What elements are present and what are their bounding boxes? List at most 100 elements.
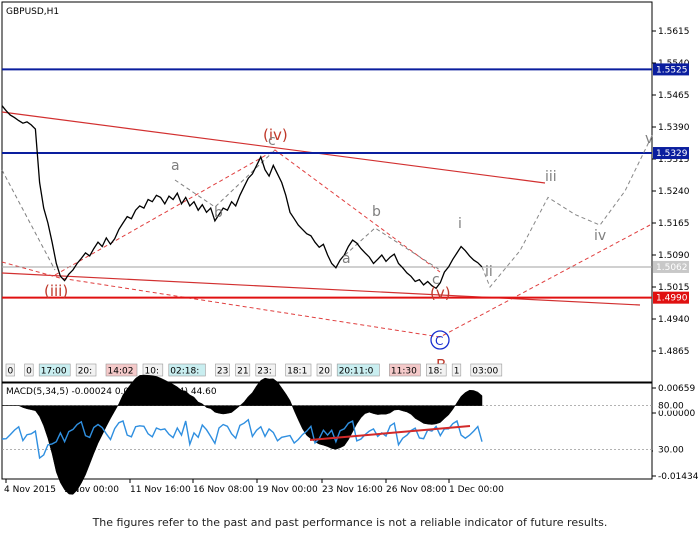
time-tag-box xyxy=(215,363,230,377)
horizontal-levels: 1.5525 1.5329 1.4990 1.5062 xyxy=(2,63,689,304)
time-tag-box xyxy=(285,363,312,377)
time-tag-box xyxy=(316,363,332,377)
time-tick-label: 11 Nov 16:00 xyxy=(130,485,191,495)
red-wave-dashed-lower xyxy=(1,224,651,338)
time-tag-box xyxy=(235,363,251,377)
wave-label-iv: iv xyxy=(594,228,606,244)
time-tag-box xyxy=(38,363,71,377)
time-tag-strip: 0 0 17:00 20: 14:02 10: 02:18: 23 21 23: 18: 1 20 20:… xyxy=(5,363,503,377)
wave-label-iii: iii xyxy=(545,169,557,185)
time-tag-label: 14:02 xyxy=(108,367,134,377)
price-line xyxy=(1,105,483,290)
gray-wave-dashed-bc xyxy=(174,149,276,208)
indicator-tick-label: -0.01434 xyxy=(658,472,699,482)
disclaimer-text: The figures refer to the past and past p… xyxy=(92,516,608,529)
time-tag-label: 23: xyxy=(257,367,271,377)
wave-label-iii-red: (iii) xyxy=(44,282,68,300)
level-tag-label: 1.4990 xyxy=(656,294,688,304)
price-tick-label: 1.5090 xyxy=(658,251,690,261)
price-tick-label: 1.5465 xyxy=(658,91,690,101)
time-tag-label: 10: xyxy=(145,367,159,377)
indicator-series xyxy=(1,374,652,495)
wave-label-iv-red: (iv) xyxy=(263,126,288,144)
indicator-level-tag-box xyxy=(653,399,683,411)
projection-line xyxy=(481,139,651,288)
price-tick-label: 1.5315 xyxy=(658,155,690,165)
time-tag-label: 20 xyxy=(319,367,331,377)
wave-label-b-1: b xyxy=(214,205,223,221)
time-tick-label: 16 Nov 08:00 xyxy=(193,485,254,495)
time-tick-label: 4 Nov 2015 xyxy=(4,485,56,495)
time-tag-label: 1 xyxy=(454,367,460,377)
wave-label-i: i xyxy=(458,216,462,232)
price-axis-ticks: 1.56151.55401.54651.53901.53151.52401.51… xyxy=(652,27,690,357)
wave-label-ii: ii xyxy=(485,264,493,280)
price-tick-label: 1.5165 xyxy=(658,219,690,229)
wave-label-c-2: c xyxy=(432,272,440,288)
time-axis-ticks: 4 Nov 2015 9 Nov 00:00 11 Nov 16:00 16 Nov … xyxy=(4,479,504,495)
wave-label-v: v xyxy=(645,131,653,147)
rsi-trend-line xyxy=(309,425,471,441)
projection-series xyxy=(481,139,651,288)
rsi-line xyxy=(1,418,483,460)
time-tick-label: 23 Nov 16:00 xyxy=(322,485,383,495)
time-tag-label: 18: xyxy=(428,367,442,377)
time-tag-label: 0 xyxy=(8,367,14,377)
indicator-tick-label: 0.00659 xyxy=(658,384,695,394)
red-wave-dashed xyxy=(54,149,441,276)
time-tag-box xyxy=(24,363,34,377)
time-tick-label: 1 Dec 00:00 xyxy=(449,485,504,495)
time-tag-label: 03:00 xyxy=(472,367,498,377)
time-tag-label: 11:30 xyxy=(391,367,417,377)
wave-label-a-1: a xyxy=(171,158,180,174)
time-tag-label: 21 xyxy=(237,367,248,377)
time-tag-label: 20:11:0 xyxy=(339,367,374,377)
time-tag-label: 02:18: xyxy=(170,367,199,377)
indicator-level-tag-label: 80.00 xyxy=(658,402,684,412)
main-pane-frame xyxy=(1,1,653,383)
indicator-level-tag-box xyxy=(653,443,683,455)
macd-histogram xyxy=(2,374,483,495)
level-tag-box xyxy=(653,260,689,273)
time-tag-box xyxy=(105,363,138,377)
level-tag-box xyxy=(653,63,689,76)
indicator-level-tag-label: 30.00 xyxy=(658,446,684,456)
time-tag-box xyxy=(336,363,380,377)
time-tag-box xyxy=(470,363,503,377)
price-tick-label: 1.5615 xyxy=(658,27,690,37)
price-tick-label: 1.4940 xyxy=(658,315,690,325)
upper-channel-line xyxy=(1,111,546,184)
time-tag-label: 0 xyxy=(26,367,32,377)
time-tag-box xyxy=(168,363,206,377)
price-tick-label: 1.5390 xyxy=(658,123,690,133)
level-tag-box xyxy=(653,291,689,304)
price-tick-label: 1.5015 xyxy=(658,283,690,293)
gray-wave-dashed-abc xyxy=(344,227,441,271)
wave-circle-C xyxy=(430,330,450,350)
level-tag-label: 1.5062 xyxy=(656,263,688,273)
trend-lines xyxy=(1,111,651,338)
time-tag-label: 17:00 xyxy=(41,367,67,377)
price-chart: GBPUSD,H1 1.56151.55401.54651.53901.5315… xyxy=(1,1,699,495)
time-tag-box xyxy=(5,363,15,377)
price-tick-label: 1.5240 xyxy=(658,187,690,197)
gray-wave-dashed xyxy=(1,169,56,271)
chart-title: GBPUSD,H1 xyxy=(6,7,59,17)
indicator-tick-label: 0.00000 xyxy=(658,409,695,419)
price-tick-label: 1.4865 xyxy=(658,347,690,357)
wave-label-v-red: (v) xyxy=(430,284,451,302)
time-tag-label: 20: xyxy=(78,367,92,377)
wave-label-c-1: c xyxy=(268,133,276,149)
time-tag-box xyxy=(75,363,97,377)
time-tick-label: 19 Nov 00:00 xyxy=(257,485,318,495)
level-tag-box xyxy=(653,147,689,160)
level-tag-label: 1.5329 xyxy=(656,149,688,159)
time-tag-box xyxy=(426,363,447,377)
lower-channel-line xyxy=(1,272,641,306)
time-tag-box xyxy=(389,363,421,377)
time-tag-label: 23 xyxy=(217,367,228,377)
wave-label-b-2: b xyxy=(372,204,381,220)
wave-label-C-circle: C xyxy=(435,334,443,348)
